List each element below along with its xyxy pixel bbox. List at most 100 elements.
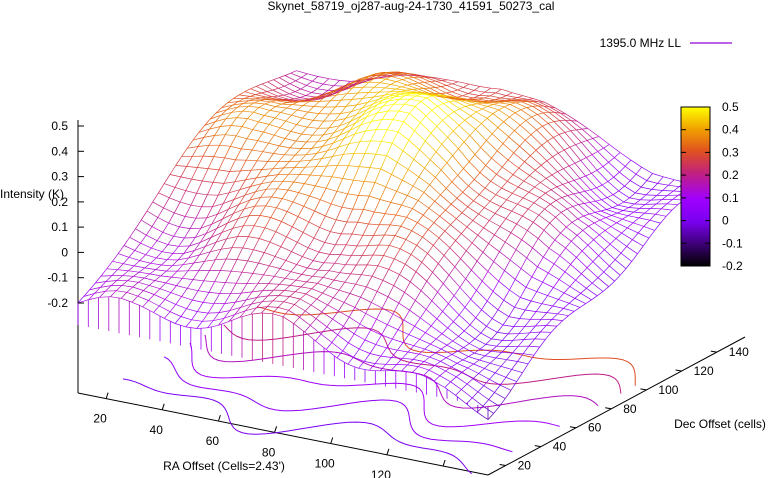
surface-mesh-line (576, 129, 588, 141)
surface-mesh-line (478, 213, 490, 221)
surface-mesh-line (568, 298, 576, 304)
surface-mesh-line (457, 350, 469, 357)
surface-mesh-line (620, 252, 632, 262)
surface-mesh-line (288, 310, 300, 318)
surface-mesh-line (253, 107, 260, 113)
surface-mesh-line (491, 338, 503, 341)
surface-mesh-line (651, 183, 658, 190)
surface-mesh-line (282, 198, 294, 203)
surface-mesh-line (394, 94, 401, 98)
surface-mesh-line (525, 309, 537, 312)
surface-mesh-line (329, 106, 336, 115)
surface-mesh-line (323, 83, 334, 87)
surface-mesh-line (441, 79, 448, 81)
surface-mesh-line (557, 308, 564, 315)
surface-mesh-line (666, 199, 673, 205)
surface-mesh-line (244, 91, 256, 95)
surface-mesh-line (519, 120, 527, 126)
surface-mesh-line (440, 360, 452, 368)
surface-mesh-line (291, 251, 303, 257)
surface-mesh-line (221, 247, 232, 250)
surface-mesh-line (424, 81, 431, 83)
surface-mesh-line (479, 91, 486, 96)
surface-mesh-line (202, 145, 210, 157)
surface-mesh-line (203, 135, 215, 138)
surface-mesh-line (586, 261, 594, 268)
surface-mesh-line (284, 138, 296, 142)
surface-mesh-line (220, 111, 232, 116)
surface-mesh-line (221, 102, 228, 108)
surface-mesh-line (476, 290, 488, 302)
surface-mesh-line (386, 142, 393, 156)
surface-mesh-line (554, 112, 561, 114)
surface-mesh-line (389, 88, 396, 93)
surface-mesh-line (180, 176, 192, 180)
surface-mesh-line (501, 352, 513, 354)
surface-mesh-line (608, 280, 615, 287)
surface-mesh-line (338, 289, 351, 294)
surface-mesh-line (156, 257, 168, 261)
surface-mesh-line (486, 291, 494, 302)
surface-mesh-line (219, 134, 226, 146)
surface-mesh-line (144, 267, 156, 270)
surface-mesh-line (342, 165, 349, 179)
surface-mesh-line (173, 235, 185, 239)
surface-mesh-line (338, 85, 345, 91)
surface-mesh-line (214, 249, 222, 260)
surface-mesh-line (435, 80, 447, 86)
surface-mesh-line (332, 135, 340, 144)
surface-mesh-line (384, 91, 391, 96)
surface-mesh-line (622, 218, 634, 224)
surface-mesh-line (197, 167, 209, 169)
surface-mesh-line (313, 260, 324, 264)
surface-mesh-line (449, 240, 456, 249)
surface-mesh-line (468, 356, 480, 361)
surface-mesh-line (563, 149, 576, 164)
surface-mesh-line (491, 157, 503, 168)
surface-mesh-line (465, 278, 477, 291)
surface-mesh-line (469, 324, 482, 334)
surface-mesh-line (459, 287, 471, 300)
surface-mesh-line (140, 210, 148, 221)
surface-mesh-line (509, 104, 522, 111)
surface-mesh-line (216, 222, 228, 229)
surface-mesh-line (220, 258, 227, 271)
surface-mesh-line (246, 138, 258, 141)
surface-mesh-line (452, 83, 464, 88)
surface-mesh-line (294, 160, 301, 168)
surface-mesh-line (530, 129, 537, 135)
surface-mesh-line (306, 276, 313, 283)
surface-mesh-line (436, 338, 448, 346)
surface-mesh-line (419, 332, 426, 340)
surface-mesh-line (586, 154, 593, 158)
surface-mesh-line (404, 98, 411, 105)
surface-mesh-line (215, 109, 227, 114)
surface-mesh-line (341, 99, 352, 101)
surface-mesh-line (494, 226, 501, 235)
surface-mesh-line (446, 340, 453, 346)
surface-mesh-line (563, 286, 571, 294)
surface-mesh-line (139, 260, 151, 264)
surface-mesh-line (446, 344, 458, 352)
surface-mesh-line (382, 307, 394, 315)
z-tick-label: 0.2 (51, 195, 68, 209)
surface-mesh-line (392, 338, 404, 343)
z-tick-label: 0 (61, 245, 68, 259)
surface-mesh-line (212, 312, 220, 321)
surface-mesh-line (592, 136, 599, 139)
surface-mesh-line (399, 274, 411, 283)
surface-mesh-line (477, 385, 484, 393)
surface-mesh-line (533, 202, 545, 210)
surface-mesh-line (318, 251, 330, 255)
surface-mesh-line (204, 251, 211, 262)
surface-mesh-line (593, 234, 600, 240)
surface-mesh-line (362, 223, 369, 236)
surface-mesh-line (637, 245, 644, 255)
surface-mesh-line (445, 203, 452, 211)
surface-mesh-line (495, 92, 507, 96)
surface-mesh-line (269, 241, 281, 248)
surface-mesh-line (320, 93, 327, 97)
surface-mesh-line (438, 255, 445, 264)
surface-mesh-line (466, 226, 479, 236)
surface-mesh-line (423, 375, 435, 382)
